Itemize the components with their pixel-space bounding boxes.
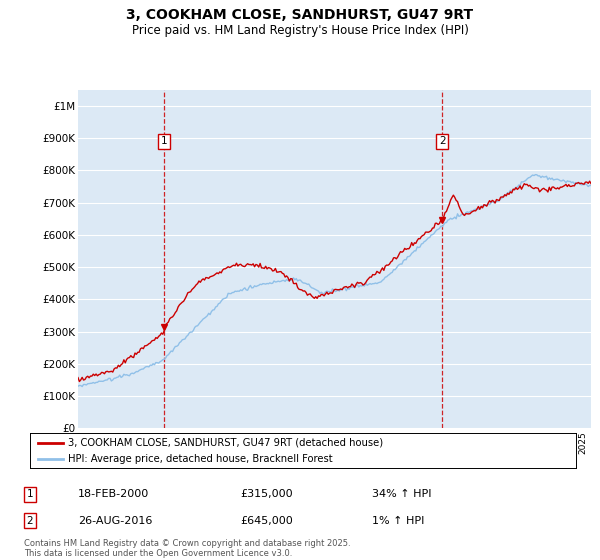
Text: 26-AUG-2016: 26-AUG-2016 (78, 516, 152, 526)
Text: 2: 2 (439, 136, 445, 146)
Text: 1: 1 (26, 489, 34, 500)
Text: 3, COOKHAM CLOSE, SANDHURST, GU47 9RT: 3, COOKHAM CLOSE, SANDHURST, GU47 9RT (127, 8, 473, 22)
Text: 1% ↑ HPI: 1% ↑ HPI (372, 516, 424, 526)
Text: £645,000: £645,000 (240, 516, 293, 526)
Text: Price paid vs. HM Land Registry's House Price Index (HPI): Price paid vs. HM Land Registry's House … (131, 24, 469, 36)
Text: 18-FEB-2000: 18-FEB-2000 (78, 489, 149, 500)
Text: 1: 1 (161, 136, 167, 146)
Text: 2: 2 (26, 516, 34, 526)
Text: HPI: Average price, detached house, Bracknell Forest: HPI: Average price, detached house, Brac… (68, 454, 333, 464)
Text: 34% ↑ HPI: 34% ↑ HPI (372, 489, 431, 500)
Text: Contains HM Land Registry data © Crown copyright and database right 2025.
This d: Contains HM Land Registry data © Crown c… (24, 539, 350, 558)
Text: £315,000: £315,000 (240, 489, 293, 500)
Text: 3, COOKHAM CLOSE, SANDHURST, GU47 9RT (detached house): 3, COOKHAM CLOSE, SANDHURST, GU47 9RT (d… (68, 437, 383, 447)
